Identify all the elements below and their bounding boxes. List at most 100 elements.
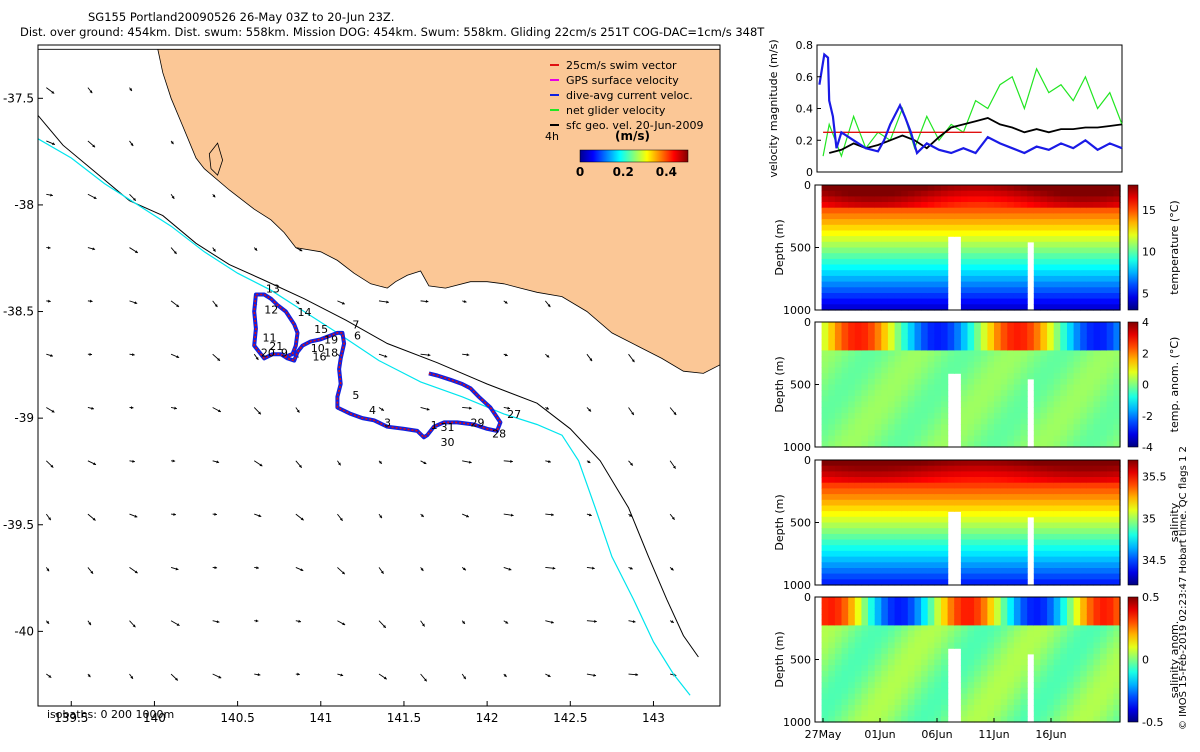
section-cell — [968, 665, 975, 671]
section-cell — [848, 202, 855, 208]
section-cell — [835, 299, 842, 305]
section-cell — [968, 460, 975, 466]
section-cell — [921, 345, 928, 351]
section-cell — [1034, 373, 1041, 379]
section-cell — [1107, 368, 1114, 374]
section-cell — [1107, 424, 1114, 430]
section-cell — [1027, 643, 1034, 649]
section-cell — [974, 196, 981, 202]
section-cell — [1054, 242, 1061, 248]
section-cell — [961, 276, 968, 282]
section-cell — [1054, 540, 1061, 546]
section-cell — [1021, 396, 1028, 402]
section-cell — [948, 631, 955, 637]
section-cell — [1094, 276, 1101, 282]
section-cell — [1034, 379, 1041, 385]
section-cell — [941, 631, 948, 637]
section-cell — [968, 699, 975, 705]
section-cell — [1021, 551, 1028, 557]
section-cell — [842, 368, 849, 374]
section-cell — [895, 562, 902, 568]
section-cell — [1074, 545, 1081, 551]
section-cell — [875, 500, 882, 506]
section-cell — [1080, 185, 1087, 191]
section-cell — [1100, 705, 1107, 711]
section-cell — [895, 694, 902, 700]
section-cell — [1014, 648, 1021, 654]
section-cell — [861, 436, 868, 442]
section-cell — [835, 471, 842, 477]
section-cell — [941, 637, 948, 643]
section-cell — [1087, 471, 1094, 477]
section-cell — [855, 430, 862, 436]
section-cell — [1094, 270, 1101, 276]
section-cell — [1007, 562, 1014, 568]
section-cell — [1067, 270, 1074, 276]
section-cell — [934, 368, 941, 374]
section-cell — [961, 396, 968, 402]
section-cell — [1021, 625, 1028, 631]
section-cell — [835, 345, 842, 351]
section-cell — [835, 688, 842, 694]
section-cell — [1060, 665, 1067, 671]
section-cell — [835, 517, 842, 523]
section-cell — [822, 407, 829, 413]
section-cell — [1067, 677, 1074, 683]
section-cell — [875, 631, 882, 637]
section-cell — [1094, 287, 1101, 293]
section-cell — [974, 597, 981, 603]
section-cell — [1067, 368, 1074, 374]
section-cell — [1021, 293, 1028, 299]
section-cell — [994, 528, 1001, 534]
section-cell — [915, 665, 922, 671]
section-cell — [1001, 293, 1008, 299]
section-cell — [1094, 430, 1101, 436]
section-cell — [1094, 483, 1101, 489]
section-cell — [1034, 231, 1041, 237]
section-cell — [1107, 608, 1114, 614]
section-cell — [968, 436, 975, 442]
section-cell — [1100, 494, 1107, 500]
section-cell — [855, 551, 862, 557]
section-cell — [835, 620, 842, 626]
section-cell — [954, 231, 961, 237]
section-cell — [848, 379, 855, 385]
section-cell — [1040, 511, 1047, 517]
section-cell — [1014, 248, 1021, 254]
section-cell — [1067, 551, 1074, 557]
section-cell — [881, 185, 888, 191]
section-cell — [1074, 471, 1081, 477]
section-cell — [861, 631, 868, 637]
section-cell — [1074, 694, 1081, 700]
section-cell — [974, 660, 981, 666]
section-cell — [1054, 333, 1061, 339]
section-cell — [1054, 466, 1061, 472]
section-cell — [928, 390, 935, 396]
section-cell — [915, 477, 922, 483]
section-cell — [861, 265, 868, 271]
section-cell — [1074, 362, 1081, 368]
section-cell — [895, 259, 902, 265]
section-cell — [1014, 660, 1021, 666]
section-cell — [855, 574, 862, 580]
section-cell — [1067, 620, 1074, 626]
section-cell — [987, 705, 994, 711]
section-cell — [987, 407, 994, 413]
section-cell — [1100, 390, 1107, 396]
section-cell — [835, 424, 842, 430]
section-cell — [875, 625, 882, 631]
section-cell — [828, 506, 835, 512]
colorbar-tick-label: -0.5 — [1142, 716, 1163, 729]
section-cell — [1027, 625, 1034, 631]
section-cell — [888, 282, 895, 288]
section-cell — [968, 373, 975, 379]
section-cell — [1001, 557, 1008, 563]
section-cell — [974, 396, 981, 402]
section-cell — [968, 185, 975, 191]
section-cell — [961, 597, 968, 603]
section-cell — [968, 196, 975, 202]
section-cell — [1040, 396, 1047, 402]
section-cell — [954, 362, 961, 368]
section-cell — [868, 682, 875, 688]
